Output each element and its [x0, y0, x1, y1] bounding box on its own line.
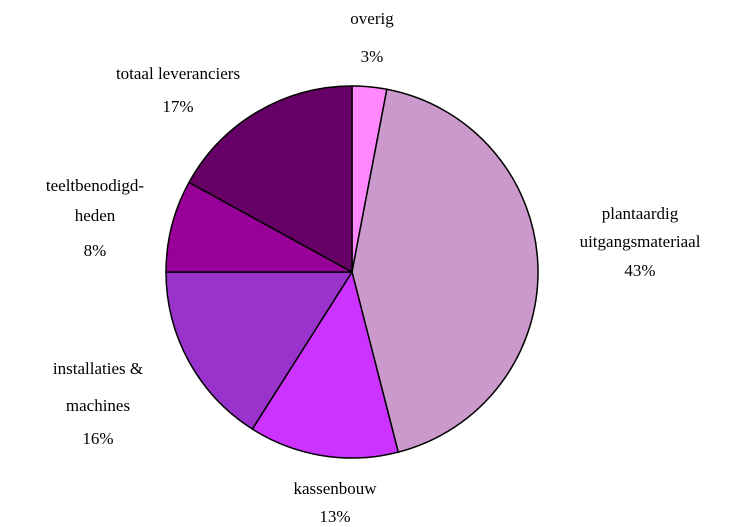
pie-slice: [165, 181, 353, 273]
slice-value-label: 13%: [319, 507, 350, 526]
slice-value-label: 3%: [361, 47, 384, 66]
slice-label: teeltbenodigd-: [46, 176, 145, 195]
slice-label: installaties &: [53, 359, 143, 378]
pie-slice: [351, 88, 539, 454]
slice-label: machines: [66, 396, 130, 415]
pie-slice: [251, 270, 400, 459]
slice-value-label: 8%: [84, 241, 107, 260]
slice-value-label: 16%: [82, 429, 113, 448]
slice-value-label: 17%: [162, 97, 193, 116]
slice-value-label: 43%: [624, 261, 655, 280]
pie-slice: [165, 271, 354, 431]
slice-label: heden: [75, 206, 116, 225]
pie-slice: [187, 85, 353, 274]
slice-label: kassenbouw: [293, 479, 377, 498]
slice-label: plantaardig: [602, 204, 679, 223]
slice-label: totaal leveranciers: [116, 64, 240, 83]
slice-label: uitgangsmateriaal: [580, 232, 701, 251]
slice-label: overig: [350, 9, 394, 28]
